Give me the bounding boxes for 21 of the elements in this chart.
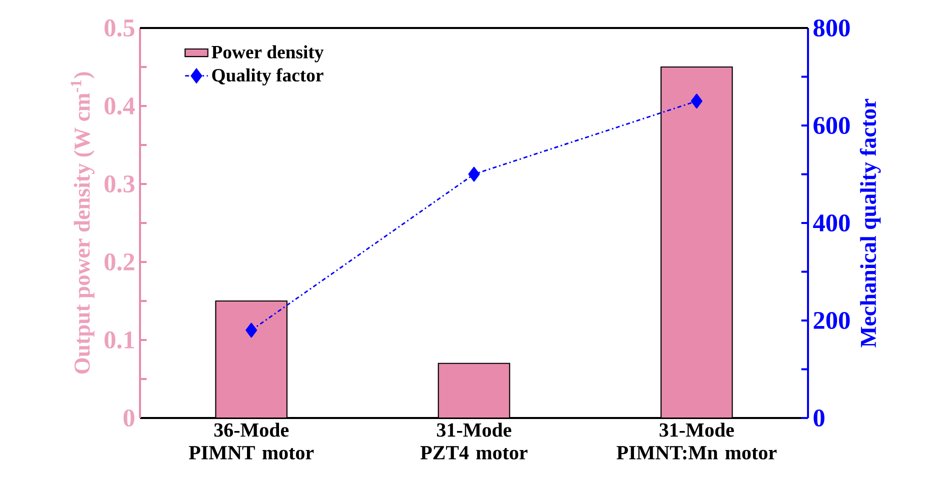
legend-label: Quality factor [212, 68, 324, 86]
x-tick-label: 31-Mode PIMNT:Mn motor [616, 422, 777, 460]
y-tick-label: 0.2 [104, 253, 134, 271]
y-tick-label: 0.3 [104, 175, 134, 193]
x-tick-label: 31-Mode PZT4 motor [420, 422, 528, 460]
legend-label: Power density [212, 45, 324, 62]
y2-tick-label: 800 [814, 19, 850, 37]
y-axis-title: Output power density (W cm$^{-1}$) [70, 72, 94, 374]
point [246, 322, 258, 338]
point [468, 166, 480, 182]
y2-axis-title: Mechanical quality factor [860, 98, 881, 348]
y-tick-label: 0.4 [104, 97, 135, 115]
x-tick-label: 36-Mode PIMNT motor [188, 422, 314, 460]
y2-tick-label: 0 [814, 409, 824, 427]
y2-tick-label: 200 [814, 312, 850, 330]
point [690, 94, 702, 109]
y-tick-label: 0 [124, 409, 134, 427]
y-tick-label: 0.1 [104, 331, 134, 349]
y-tick-label: 0.5 [104, 19, 134, 37]
y2-tick-label: 600 [814, 116, 850, 134]
y2-tick-label: 400 [813, 214, 850, 232]
